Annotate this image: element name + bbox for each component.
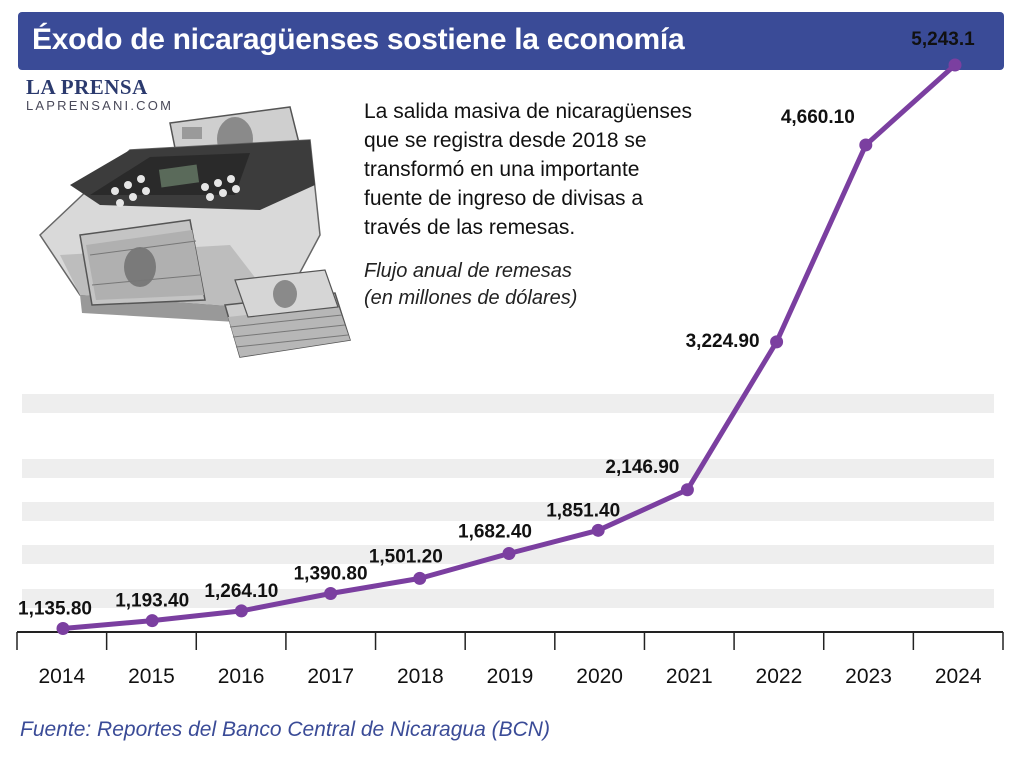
- grid-band: [22, 589, 994, 608]
- data-label: 1,135.80: [18, 599, 92, 620]
- data-point: [948, 58, 962, 72]
- data-label: 1,193.40: [115, 591, 189, 612]
- x-axis: [16, 631, 1004, 650]
- x-tick-label: 2020: [576, 665, 623, 688]
- data-label: 1,851.40: [546, 500, 620, 521]
- series-remesas: 1,135.80 1,193.40 1,264.10 1,390.801,501.20…: [18, 29, 975, 635]
- data-point: [56, 622, 70, 635]
- subtitle-line: (en millones de dólares): [364, 287, 578, 309]
- data-label: 5,243.1: [911, 29, 975, 50]
- grid-band: [22, 502, 994, 521]
- description-text: La salida masiva de nicaragüenses que se…: [364, 97, 754, 242]
- chart-title: Éxodo de nicaragüenses sostiene la econo…: [32, 23, 685, 56]
- x-tick-label: 2016: [218, 665, 265, 688]
- series-line: [60, 62, 958, 631]
- tray-banknotes: [79, 219, 206, 306]
- x-tick-label: 2023: [845, 665, 892, 688]
- x-tick-label: 2019: [487, 665, 534, 688]
- description-line: que se registra desde 2018 se: [364, 129, 647, 152]
- logo-site: LAPRENSANI.COM: [26, 98, 174, 113]
- data-point: [234, 604, 248, 618]
- x-tick-label: 2014: [38, 665, 85, 688]
- data-point: [502, 547, 516, 561]
- grid-band: [22, 394, 994, 413]
- x-tick-label: 2015: [128, 665, 175, 688]
- source-note: Fuente: Reportes del Banco Central de Ni…: [20, 718, 550, 741]
- grid-bands: [22, 394, 994, 608]
- data-point: [324, 587, 338, 601]
- chart-header: Éxodo de nicaragüenses sostiene la econo…: [18, 12, 1004, 70]
- x-tick-label: 2018: [397, 665, 444, 688]
- description-line: través de las remesas.: [364, 216, 576, 239]
- data-point: [770, 335, 784, 349]
- data-point: [859, 138, 873, 152]
- data-label: 1,682.40: [458, 522, 532, 543]
- data-point: [591, 523, 605, 537]
- money-stack: [224, 269, 351, 358]
- description-line: transformó en una importante: [364, 158, 640, 181]
- money-counter-illustration: [39, 106, 351, 358]
- chart-subtitle: Flujo anual de remesas (en millones de d…: [364, 258, 577, 312]
- grid-band: [22, 459, 994, 478]
- subtitle-line: Flujo anual de remesas: [364, 260, 572, 282]
- data-label: 1,501.20: [369, 546, 443, 567]
- data-label: 3,224.90: [686, 331, 760, 352]
- data-label: 1,390.80: [294, 564, 368, 585]
- x-tick-labels: 2014 2015 2016 2017 2018 2019 2020 2021 2022 2023…: [38, 665, 981, 688]
- description-line: fuente de ingreso de divisas a: [364, 187, 644, 210]
- data-label: 1,264.10: [204, 581, 278, 602]
- x-tick-label: 2017: [307, 665, 354, 688]
- data-point: [145, 614, 159, 628]
- data-label: 4,660.10: [781, 107, 855, 128]
- description-line: La salida masiva de nicaragüenses: [364, 100, 693, 123]
- data-label: 2,146.90: [605, 457, 679, 478]
- logo-name: LA PRENSA: [26, 75, 148, 99]
- x-tick-label: 2024: [935, 665, 982, 688]
- x-tick-label: 2021: [666, 665, 713, 688]
- data-point: [413, 571, 427, 585]
- la-prensa-logo: LA PRENSA LAPRENSANI.COM: [26, 76, 173, 113]
- data-point: [680, 483, 694, 497]
- x-tick-label: 2022: [756, 665, 803, 688]
